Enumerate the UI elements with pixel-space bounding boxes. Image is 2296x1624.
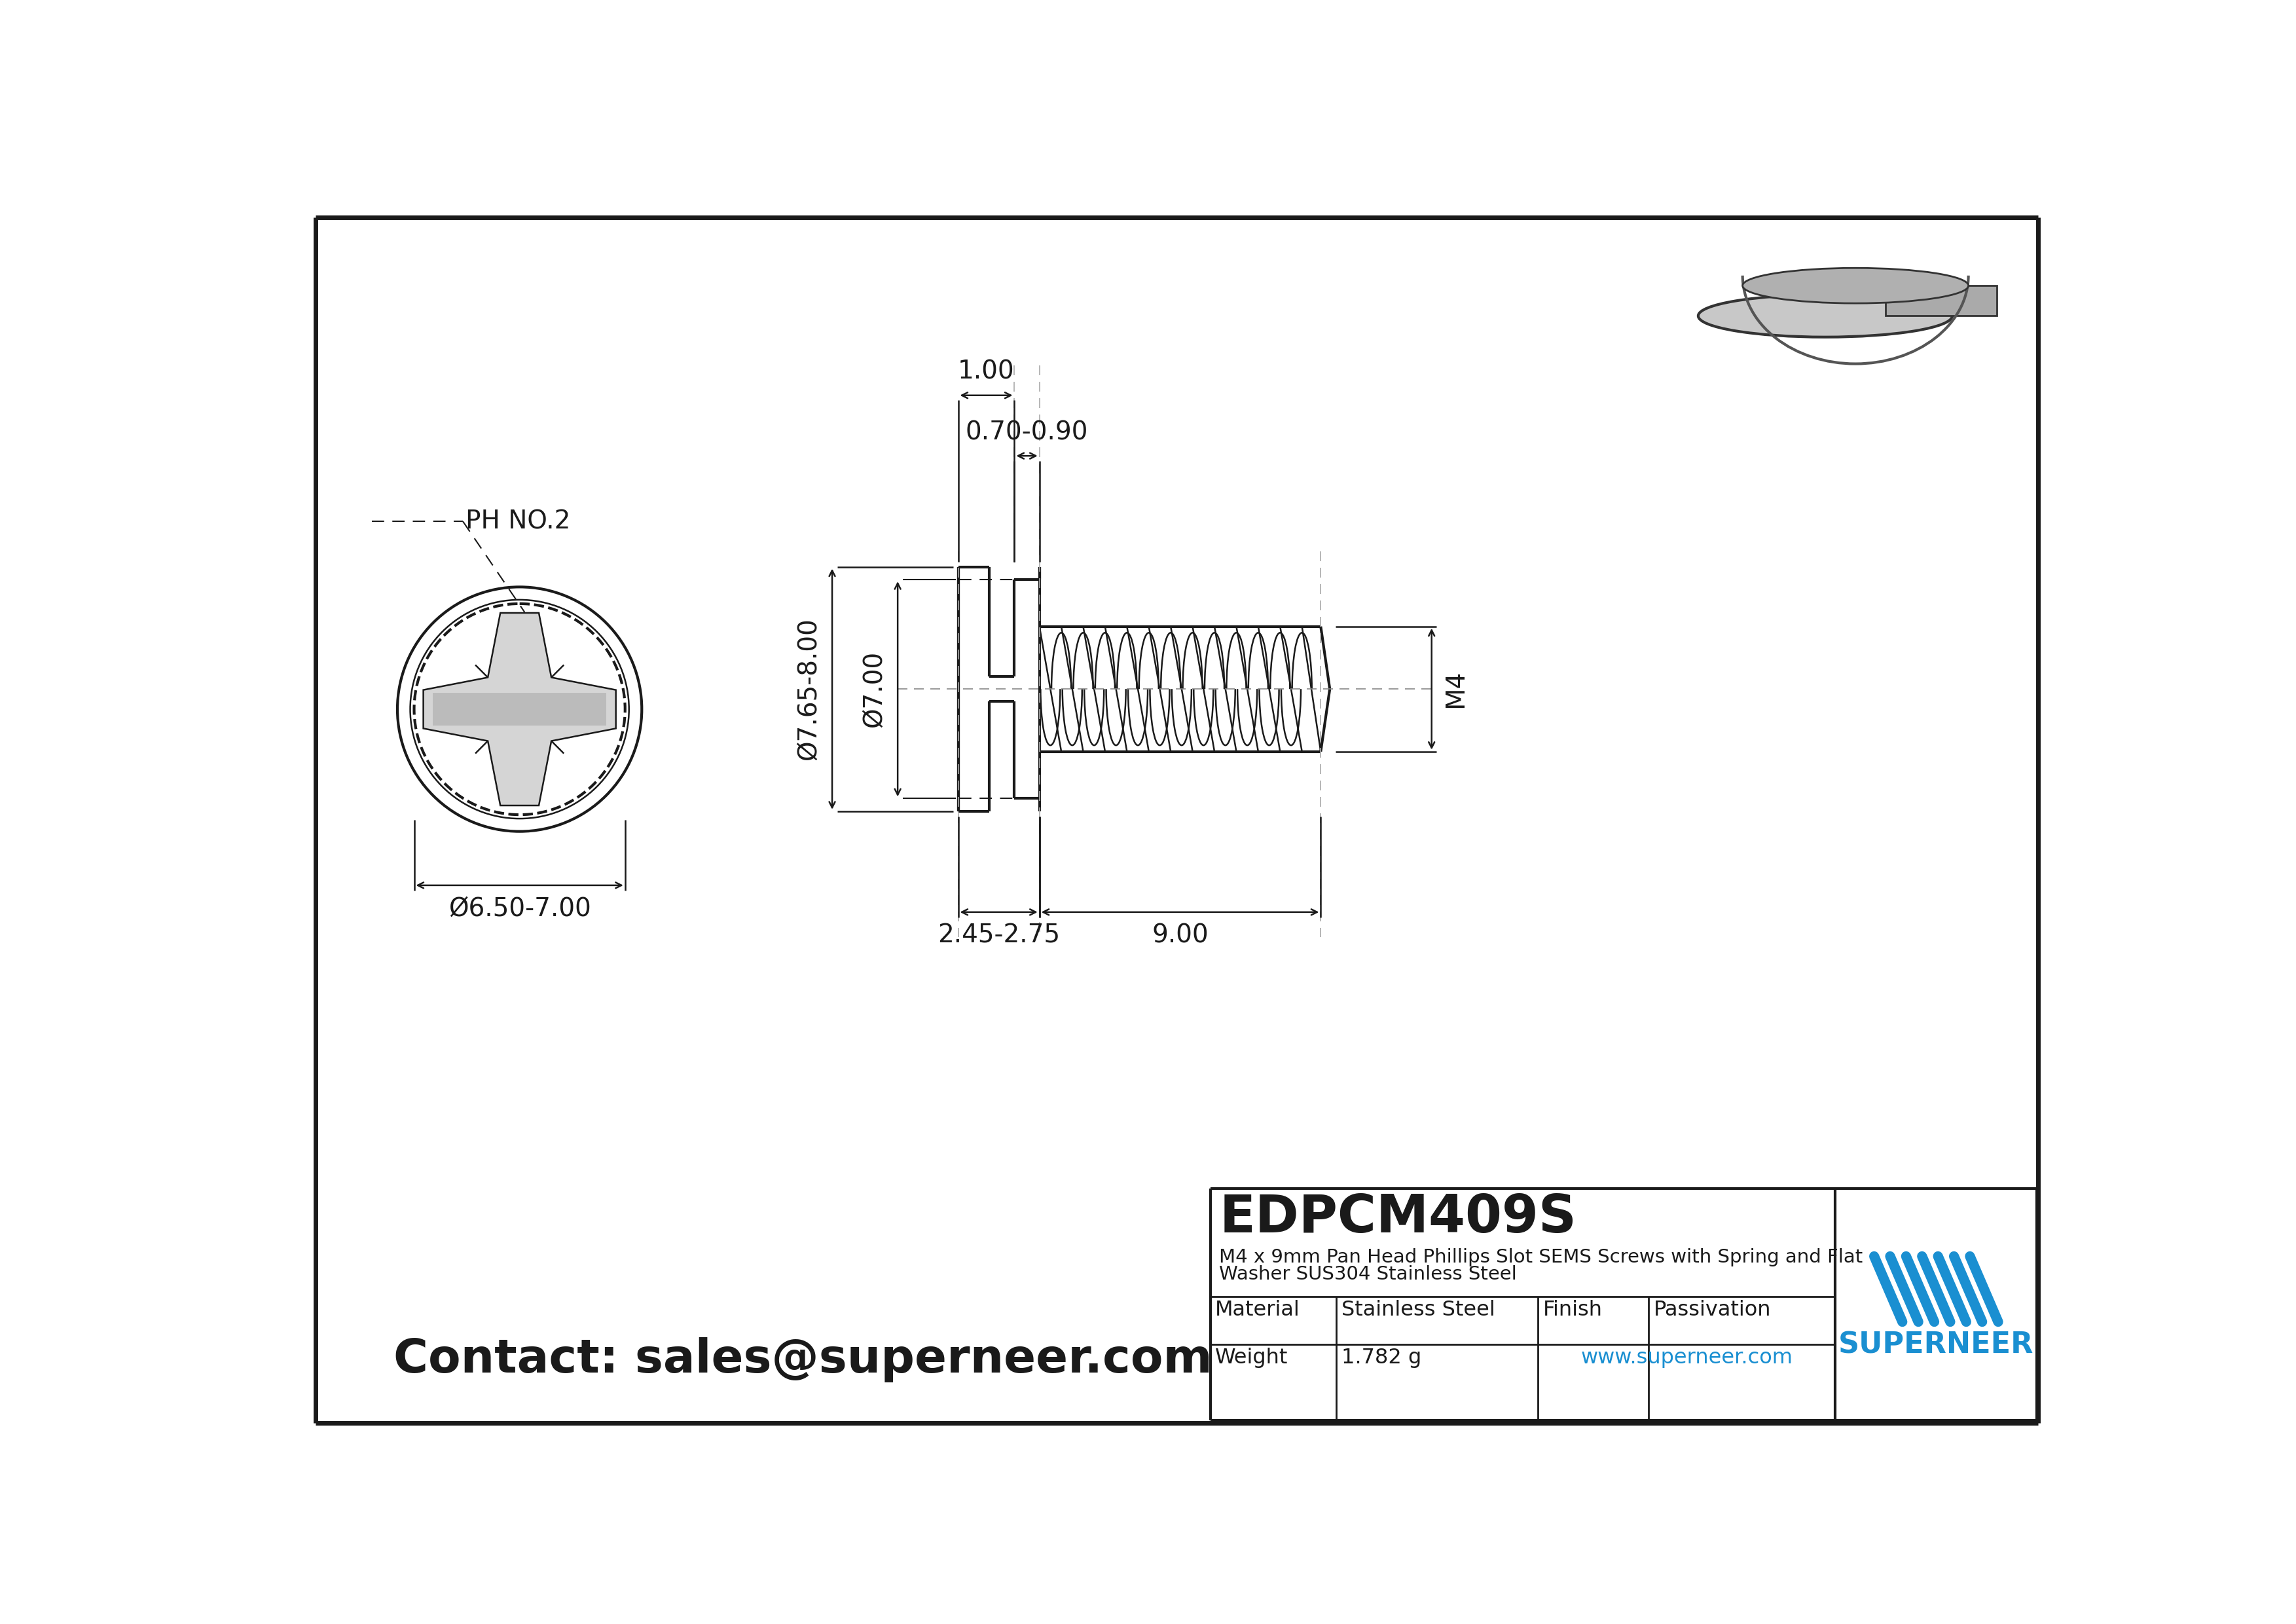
- Text: Finish: Finish: [1543, 1299, 1603, 1320]
- Text: Contact: sales@superneer.com: Contact: sales@superneer.com: [393, 1337, 1212, 1382]
- Text: 9.00: 9.00: [1153, 922, 1208, 948]
- Bar: [1885, 286, 1998, 317]
- Text: Stainless Steel: Stainless Steel: [1341, 1299, 1495, 1320]
- Text: Material: Material: [1215, 1299, 1300, 1320]
- Text: Washer SUS304 Stainless Steel: Washer SUS304 Stainless Steel: [1219, 1265, 1518, 1283]
- Polygon shape: [422, 612, 615, 806]
- Text: 0.70-0.90: 0.70-0.90: [967, 421, 1088, 445]
- Text: www.superneer.com: www.superneer.com: [1580, 1348, 1793, 1367]
- Text: M4 x 9mm Pan Head Phillips Slot SEMS Screws with Spring and Flat: M4 x 9mm Pan Head Phillips Slot SEMS Scr…: [1219, 1249, 1862, 1267]
- Text: SUPERNEER: SUPERNEER: [1839, 1332, 2034, 1359]
- Text: Ø7.65-8.00: Ø7.65-8.00: [797, 617, 822, 760]
- Bar: [434, 693, 606, 726]
- Text: M4: M4: [1442, 671, 1467, 708]
- Text: 2.45-2.75: 2.45-2.75: [937, 922, 1061, 948]
- Text: Weight: Weight: [1215, 1348, 1288, 1367]
- Ellipse shape: [1699, 294, 1952, 338]
- Text: Ø6.50-7.00: Ø6.50-7.00: [448, 896, 590, 921]
- Text: 1.782 g: 1.782 g: [1341, 1348, 1421, 1367]
- Ellipse shape: [1743, 268, 1968, 304]
- Text: 1.00: 1.00: [957, 359, 1015, 385]
- Text: PH NO.2: PH NO.2: [466, 508, 569, 534]
- Text: Passivation: Passivation: [1653, 1299, 1770, 1320]
- Text: Ø7.00: Ø7.00: [861, 651, 886, 728]
- Text: EDPCM409S: EDPCM409S: [1219, 1192, 1577, 1244]
